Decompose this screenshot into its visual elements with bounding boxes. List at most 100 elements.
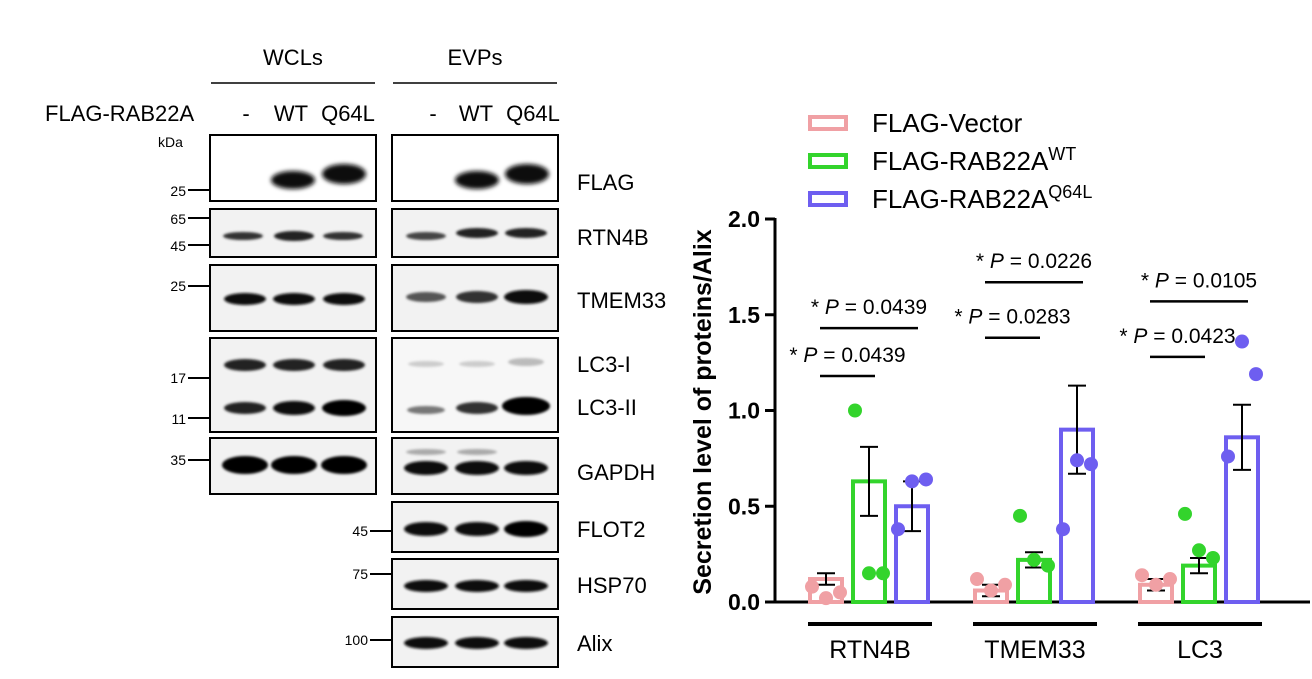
data-point: [998, 577, 1012, 592]
marker-label: 17: [170, 370, 186, 386]
construct-label: FLAG-RAB22A: [45, 101, 194, 126]
band: [456, 228, 498, 238]
band: [224, 359, 266, 371]
y-axis-title: Secretion level of proteins/Alix: [689, 229, 717, 594]
data-point: [1192, 543, 1206, 558]
band: [407, 406, 445, 414]
band: [321, 456, 367, 474]
lane-label: WT: [274, 101, 308, 126]
band: [455, 637, 499, 649]
band-label-rtn4b: RTN4B: [577, 225, 649, 250]
y-tick-label: 2.0: [728, 206, 760, 232]
data-point: [876, 566, 890, 581]
marker-label: 25: [170, 278, 186, 294]
data-point: [1163, 572, 1177, 587]
data-point: [1013, 508, 1027, 523]
band-labels: FLAG RTN4B TMEM33 LC3-I LC3-II GAPDH FLO…: [577, 170, 666, 656]
data-point: [1235, 334, 1249, 349]
y-tick-label: 0.0: [728, 589, 760, 615]
band: [323, 359, 365, 371]
band: [505, 228, 547, 238]
lane-label: Q64L: [506, 101, 560, 126]
band: [404, 522, 448, 536]
legend-swatch: [808, 191, 848, 207]
band: [504, 461, 548, 475]
bar-chart: Secretion level of proteins/Alix 0.0 0.5 1…: [689, 108, 1310, 664]
band: [271, 456, 317, 474]
band: [404, 637, 448, 649]
band: [322, 400, 366, 416]
group-label-wcls: WCLs: [263, 45, 323, 70]
band: [459, 361, 495, 367]
blot-frame: [209, 337, 377, 433]
band: [222, 456, 268, 474]
band: [406, 449, 446, 455]
data-point: [905, 474, 919, 489]
data-point: [1084, 457, 1098, 472]
data-point: [1178, 506, 1192, 521]
band: [504, 637, 548, 649]
legend-swatch: [808, 153, 848, 169]
marker-label: 35: [170, 452, 186, 468]
wcl-blots: [209, 134, 377, 495]
band: [404, 580, 448, 592]
band: [273, 293, 315, 305]
data-point: [1135, 568, 1149, 583]
data-point: [1041, 558, 1055, 573]
band: [408, 361, 444, 367]
x-tick-label: TMEM33: [984, 636, 1085, 664]
data-point: [1249, 367, 1263, 382]
data-point: [805, 579, 819, 594]
band-label-hsp70: HSP70: [577, 573, 647, 598]
data-point: [1221, 449, 1235, 464]
band: [504, 580, 548, 592]
band: [504, 521, 548, 537]
blot-frame: [391, 337, 559, 433]
data-point: [970, 572, 984, 587]
band: [224, 402, 266, 414]
band: [406, 232, 446, 240]
band: [457, 449, 497, 455]
data-point: [1056, 522, 1070, 537]
band: [274, 231, 314, 241]
band: [508, 358, 544, 366]
marker-label: 65: [170, 211, 186, 227]
data-point: [891, 522, 905, 537]
y-tick-label: 0.5: [728, 493, 760, 519]
significance-label: * P = 0.0226: [976, 250, 1092, 273]
band-label-alix: Alix: [577, 631, 612, 656]
western-blot-panel: WCLs EVPs FLAG-RAB22A - WT Q64L - WT Q64…: [45, 45, 666, 668]
band: [406, 292, 446, 302]
band-label-lc3i: LC3-I: [577, 352, 631, 377]
data-point: [1027, 552, 1041, 567]
band-label-flag: FLAG: [577, 170, 634, 195]
legend-label: FLAG-Vector: [872, 108, 1023, 138]
lane-label: -: [242, 101, 249, 126]
band: [273, 401, 315, 415]
band: [455, 171, 499, 189]
band: [224, 293, 266, 305]
band-label-gapdh: GAPDH: [577, 460, 655, 485]
data-point: [1149, 577, 1163, 592]
lane-label: WT: [459, 101, 493, 126]
band: [323, 293, 365, 305]
marker-label: 25: [170, 183, 186, 199]
lane-label: -: [429, 101, 436, 126]
band: [505, 164, 549, 184]
y-tick-label: 1.5: [728, 302, 760, 328]
marker-label: 100: [345, 632, 369, 648]
band: [502, 397, 550, 415]
band-label-tmem33: TMEM33: [577, 288, 666, 313]
lane-label: Q64L: [321, 101, 375, 126]
marker-label: 45: [170, 238, 186, 254]
significance-label: * P = 0.0439: [789, 344, 905, 367]
band: [322, 164, 366, 184]
data-point: [984, 583, 998, 598]
legend-label: FLAG-RAB22AWT: [872, 144, 1076, 176]
kda-label: kDa: [158, 134, 183, 150]
band: [455, 461, 499, 475]
significance-label: * P = 0.0439: [811, 296, 927, 319]
band: [456, 291, 498, 303]
band: [455, 522, 499, 536]
